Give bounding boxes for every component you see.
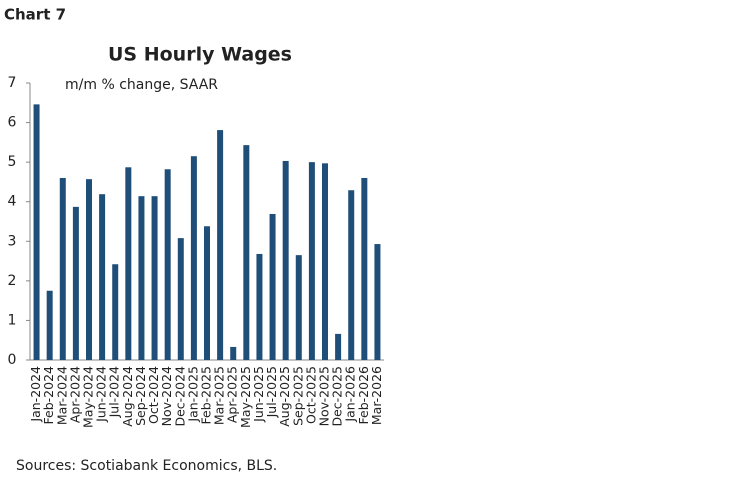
x-tick-label: Apr-2025 — [225, 366, 240, 423]
y-tick-label: 2 — [8, 273, 17, 289]
x-tick-label: Nov-2025 — [317, 366, 332, 426]
x-tick-label: Aug-2024 — [120, 366, 135, 427]
bar — [112, 264, 119, 360]
y-tick-label: 0 — [8, 352, 17, 368]
x-tick-label: Sep-2025 — [290, 366, 305, 426]
bar — [190, 156, 197, 360]
bar — [164, 169, 171, 360]
bar — [86, 179, 92, 360]
bar — [256, 253, 263, 360]
bar — [177, 238, 184, 360]
x-tick-label: Jan-2026 — [343, 366, 358, 423]
x-tick-label: Jun-2025 — [251, 366, 266, 423]
x-tick-label: Mar-2024 — [54, 366, 69, 425]
bar — [295, 255, 302, 360]
y-tick-label: 5 — [8, 154, 17, 170]
chart-title: US Hourly Wages — [108, 44, 292, 66]
chart-subtitle: m/m % change, SAAR — [65, 77, 218, 93]
bar — [348, 190, 355, 360]
bar — [72, 206, 79, 360]
x-tick-label: Jul-2024 — [107, 366, 122, 418]
x-tick-label: Feb-2024 — [41, 366, 56, 425]
x-tick-label: Nov-2024 — [159, 366, 174, 426]
bar — [335, 333, 342, 360]
x-tick-label: Dec-2025 — [330, 366, 345, 427]
bar — [230, 346, 237, 360]
bar — [374, 244, 381, 360]
bar — [59, 177, 66, 360]
y-tick-label: 4 — [8, 194, 17, 210]
bar — [269, 213, 276, 360]
bar — [99, 194, 106, 360]
x-tick-label: Jan-2025 — [185, 366, 200, 423]
bar — [217, 130, 224, 360]
y-tick-label: 6 — [8, 115, 17, 131]
x-tick-label: Oct-2024 — [146, 366, 161, 424]
bar — [125, 167, 132, 360]
x-tick-label: Feb-2025 — [199, 366, 214, 424]
x-tick-label: Mar-2026 — [369, 366, 384, 425]
x-tick-label: Jan-2024 — [28, 366, 43, 423]
bar — [138, 196, 145, 360]
x-tick-label: Aug-2025 — [277, 366, 292, 427]
bar — [322, 163, 328, 360]
x-tick-label: Sep-2024 — [133, 366, 148, 426]
bar — [204, 226, 210, 360]
x-tick-label: Dec-2024 — [172, 366, 187, 427]
bar — [308, 162, 315, 360]
x-tick-label: Feb-2026 — [356, 366, 371, 425]
bar — [33, 104, 40, 361]
source-note: Sources: Scotiabank Economics, BLS. — [16, 458, 277, 474]
bar — [46, 290, 53, 360]
x-tick-label: Oct-2025 — [303, 366, 318, 424]
bar — [361, 177, 368, 360]
x-tick-label: Jun-2024 — [94, 366, 109, 423]
x-tick-label: Mar-2025 — [212, 366, 227, 425]
x-tick-label: Apr-2024 — [67, 366, 82, 423]
y-tick-label: 1 — [8, 312, 17, 328]
y-tick-label: 7 — [8, 75, 17, 91]
x-tick-label: May-2025 — [238, 366, 253, 428]
chart-label: Chart 7 — [4, 6, 66, 24]
x-tick-label: Jul-2025 — [264, 366, 279, 418]
x-tick-label: May-2024 — [81, 366, 96, 428]
bar — [151, 196, 158, 360]
bar — [282, 160, 289, 360]
y-tick-label: 3 — [8, 233, 17, 249]
bar — [243, 145, 250, 360]
